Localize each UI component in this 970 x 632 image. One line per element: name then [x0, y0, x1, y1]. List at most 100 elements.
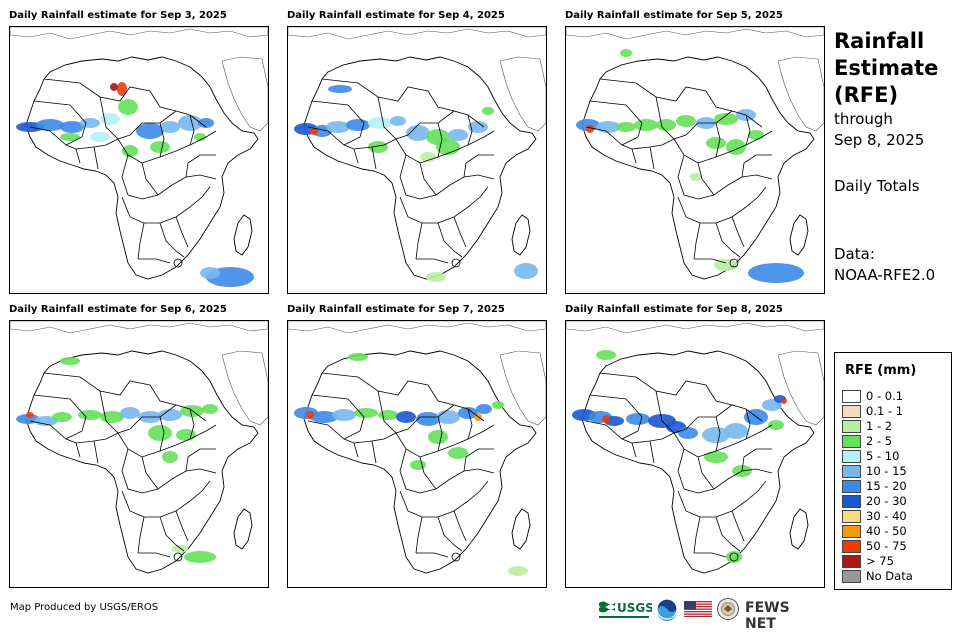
rainfall-area: [410, 460, 426, 470]
country-border: [117, 424, 217, 458]
country-border: [399, 480, 489, 518]
legend-swatch: [842, 570, 861, 583]
fewsnet-logo-text: FEWS NET: [745, 600, 790, 632]
europe-outline: [10, 27, 268, 40]
country-border: [599, 78, 733, 112]
rainfall-area: [200, 267, 220, 279]
panel-title-sep7: Daily Rainfall estimate for Sep 7, 2025: [287, 304, 505, 315]
arabia-outline: [777, 56, 824, 132]
country-border: [137, 222, 185, 260]
legend-label: 40 - 50: [866, 524, 907, 538]
madagascar-outline: [511, 508, 531, 550]
map-panel-sep3: [9, 26, 269, 294]
country-border: [141, 154, 216, 196]
map-svg: [566, 27, 824, 283]
country-border: [377, 96, 485, 140]
side-date: Sep 8, 2025: [834, 131, 925, 149]
africa-outline: [25, 56, 259, 280]
rainfall-area: [458, 407, 478, 419]
country-border: [43, 372, 177, 406]
rainfall-area: [368, 141, 388, 153]
legend-label: 0.1 - 1: [866, 404, 904, 418]
country-border: [159, 408, 195, 452]
country-border: [43, 78, 177, 112]
arabia-outline: [221, 56, 268, 132]
rainfall-area: [620, 49, 632, 57]
africa-outline: [581, 350, 815, 574]
rainfall-area: [194, 133, 206, 141]
rainfall-area: [160, 121, 180, 133]
rainfall-area: [118, 99, 138, 115]
country-border: [694, 510, 745, 558]
side-data-label: Data:: [834, 245, 875, 263]
legend-swatch: [842, 390, 861, 403]
panel-title-sep5: Daily Rainfall estimate for Sep 5, 2025: [565, 10, 783, 21]
rainfall-area: [420, 152, 436, 162]
rainfall-area: [576, 119, 600, 131]
rainfall-area: [781, 398, 787, 404]
rainfall-area: [368, 117, 392, 129]
country-border: [399, 186, 489, 224]
country-border: [75, 146, 99, 170]
rainfall-area: [390, 116, 406, 126]
rainfall-area: [482, 107, 494, 115]
fewsnet-logo: FEWS NET: [745, 600, 823, 632]
state-seal-icon: [716, 597, 740, 621]
rainfall-area: [596, 350, 616, 360]
side-title-line2: Estimate: [834, 56, 939, 80]
country-border: [138, 510, 189, 558]
rainfall-area: [172, 545, 188, 553]
legend-label: 50 - 75: [866, 539, 907, 553]
rainfall-area: [306, 411, 314, 419]
legend-swatch: [842, 480, 861, 493]
noaa-logo-icon: [655, 597, 679, 621]
country-border: [437, 114, 473, 158]
rainfall-area: [346, 119, 370, 131]
country-border: [311, 100, 365, 146]
rainfall-area: [60, 121, 84, 133]
usgs-logo-text: USGS: [617, 601, 652, 615]
side-title-line3: (RFE): [834, 83, 899, 107]
country-border: [451, 552, 461, 562]
rainfall-area: [60, 133, 80, 141]
country-border: [415, 222, 463, 260]
rainfall-area: [726, 139, 746, 155]
country-border: [173, 258, 183, 268]
rainfall-area: [690, 173, 702, 181]
africa-outline: [25, 350, 259, 574]
legend-label: 30 - 40: [866, 509, 907, 523]
madagascar-outline: [233, 508, 253, 550]
rainfall-area: [348, 353, 368, 361]
europe-outline: [10, 321, 268, 334]
rainfall-area: [184, 551, 216, 563]
rainfall-area: [656, 119, 676, 131]
legend-swatch: [842, 435, 861, 448]
rainfall-area: [706, 137, 726, 149]
rainfall-area: [678, 427, 698, 439]
rainfall-area: [354, 408, 378, 418]
rainfall-area: [78, 410, 102, 420]
usgs-logo: USGS: [597, 597, 654, 621]
country-border: [99, 390, 207, 434]
rainfall-area: [198, 118, 214, 128]
panel-title-sep6: Daily Rainfall estimate for Sep 6, 2025: [9, 304, 227, 315]
africa-outline: [303, 56, 537, 280]
rainfall-area: [702, 427, 730, 443]
side-title-line1: Rainfall: [834, 29, 925, 53]
madagascar-outline: [789, 508, 809, 550]
country-border: [437, 408, 473, 452]
legend-label: 10 - 15: [866, 464, 907, 478]
map-panel-sep6: [9, 320, 269, 588]
rainfall-area: [508, 566, 528, 576]
legend-swatch: [842, 495, 861, 508]
country-border: [677, 186, 767, 224]
rainfall-area: [416, 412, 440, 426]
legend-swatch: [842, 555, 861, 568]
side-totals: Daily Totals: [834, 177, 920, 195]
rainfall-area: [724, 423, 748, 439]
country-border: [121, 186, 211, 224]
madagascar-outline: [789, 214, 809, 256]
legend-label: 5 - 10: [866, 449, 900, 463]
legend-title: RFE (mm): [845, 363, 917, 378]
